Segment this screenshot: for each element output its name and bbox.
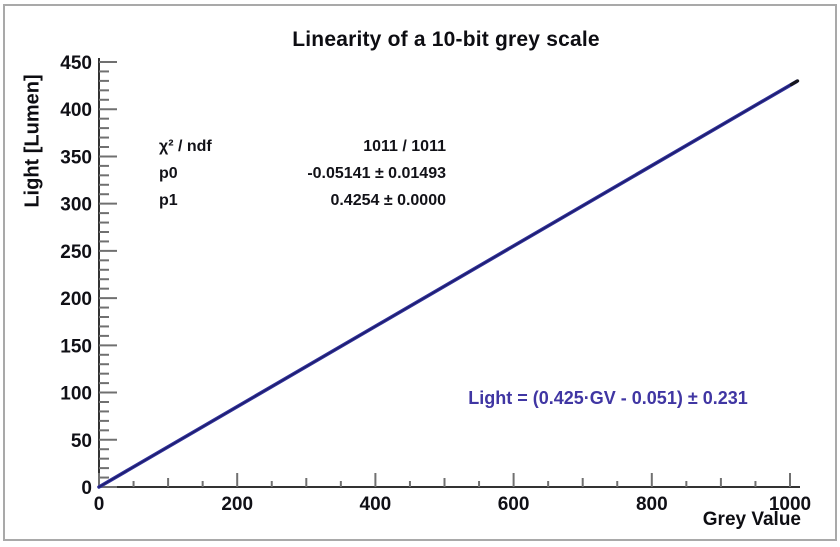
- y-tick-label: 450: [60, 53, 92, 74]
- y-tick-label: 400: [60, 100, 92, 121]
- fit-equation-annotation: Light = (0.425·GV - 0.051) ± 0.231: [468, 388, 748, 408]
- stats-label: p0: [159, 165, 178, 182]
- stats-row-chi2: χ² / ndf 1011 / 1011: [159, 133, 446, 160]
- y-tick-label: 50: [71, 431, 92, 452]
- axis-lines: [98, 58, 800, 488]
- stats-label: χ² / ndf: [159, 138, 212, 155]
- stats-value: 1011 / 1011: [363, 138, 446, 155]
- x-tick-label: 800: [636, 494, 668, 515]
- y-axis-title: Light [Lumen]: [21, 74, 44, 208]
- y-tick-label: 300: [60, 195, 92, 216]
- y-tick-label: 150: [60, 336, 92, 357]
- chart-title: Linearity of a 10-bit grey scale: [292, 28, 600, 51]
- stats-value: -0.05141 ± 0.01493: [307, 165, 446, 182]
- data-points-core-line: [98, 80, 798, 488]
- y-tick-label: 350: [60, 147, 92, 168]
- stats-row-p0: p0 -0.05141 ± 0.01493: [159, 160, 446, 187]
- data-end-cap-line: [789, 79, 800, 87]
- y-tick-label: 250: [60, 242, 92, 263]
- fit-stats-box: χ² / ndf 1011 / 1011 p0 -0.05141 ± 0.014…: [159, 133, 446, 214]
- stats-value: 0.4254 ± 0.0000: [330, 192, 446, 209]
- x-tick-label: 1000: [769, 494, 811, 515]
- x-tick-label: 0: [94, 494, 105, 515]
- x-tick-label: 400: [360, 494, 392, 515]
- x-tick-label: 600: [498, 494, 530, 515]
- x-axis-title: Grey Value: [702, 509, 801, 530]
- stats-label: p1: [159, 192, 178, 209]
- y-tick-label: 100: [60, 384, 92, 405]
- y-tick-label: 0: [81, 478, 92, 499]
- x-tick-label: 200: [221, 494, 253, 515]
- stats-row-p1: p1 0.4254 ± 0.0000: [159, 187, 446, 214]
- y-tick-label: 200: [60, 289, 92, 310]
